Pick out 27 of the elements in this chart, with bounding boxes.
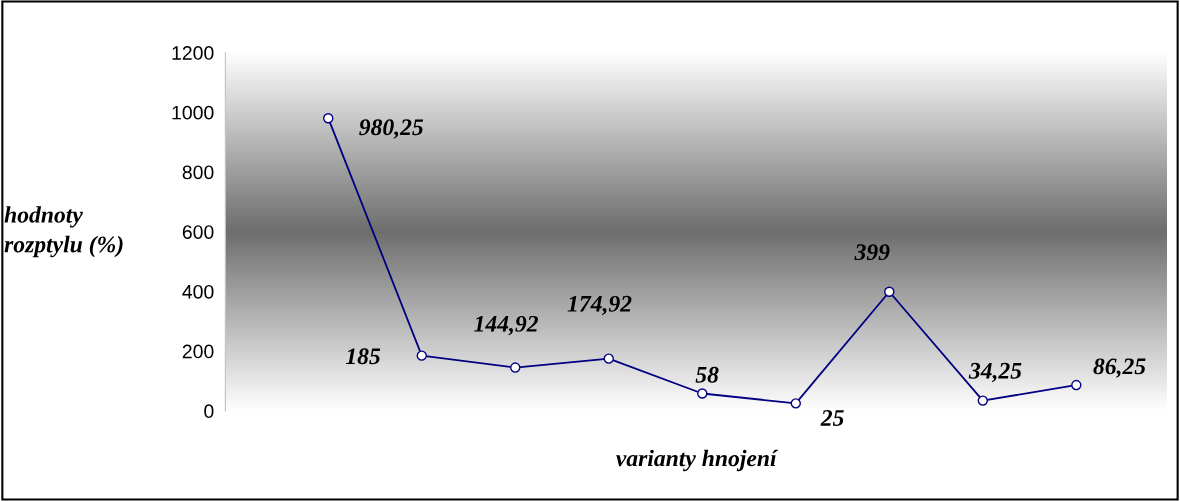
y-tick-label: 800 — [182, 165, 214, 180]
point — [697, 388, 708, 399]
point — [510, 362, 521, 373]
point — [603, 353, 614, 364]
point — [1071, 379, 1082, 391]
point — [416, 350, 427, 361]
y-tick-label: 1200 — [172, 46, 214, 60]
data-label: 980,25 — [359, 119, 424, 139]
point — [977, 395, 989, 406]
x-axis-title: varianty hnojení — [616, 449, 779, 472]
data-label: 144,92 — [474, 315, 538, 336]
y-tick-label: 0 — [204, 404, 214, 419]
point — [323, 112, 334, 124]
y-axis-title: hodnoty rozptylu (%) — [4, 206, 123, 258]
data-label: 58 — [695, 366, 719, 383]
data-label: 86,25 — [1093, 358, 1146, 378]
y-tick-label: 1000 — [172, 105, 214, 120]
data-label: 185 — [345, 348, 381, 365]
point — [790, 398, 801, 409]
y-tick-label: 600 — [182, 225, 214, 239]
point — [884, 286, 895, 297]
y-tick-label: 200 — [182, 344, 214, 359]
y-tick-label: 400 — [182, 284, 214, 299]
data-label: 34,25 — [968, 362, 1022, 383]
data-label: 174,92 — [567, 295, 632, 316]
data-label: 25 — [820, 410, 844, 426]
data-label: 399 — [854, 244, 890, 261]
